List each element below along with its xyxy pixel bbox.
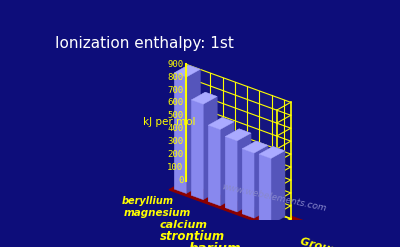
Polygon shape [259,154,271,224]
Polygon shape [191,92,217,104]
Text: 0: 0 [178,176,184,185]
Polygon shape [242,149,254,218]
Polygon shape [186,64,291,219]
Polygon shape [271,151,285,224]
Polygon shape [208,118,234,129]
Polygon shape [259,146,285,159]
Polygon shape [239,129,251,204]
Polygon shape [242,141,268,153]
Text: 800: 800 [167,73,184,82]
Polygon shape [256,141,268,210]
Polygon shape [222,118,234,198]
Text: www.webelements.com: www.webelements.com [221,182,328,213]
Text: kJ per mol: kJ per mol [142,117,195,127]
Polygon shape [188,65,200,186]
Text: magnesium: magnesium [124,208,191,218]
Text: beryllium: beryllium [122,196,174,206]
Polygon shape [203,97,217,200]
Text: 400: 400 [167,124,184,133]
Polygon shape [174,65,200,77]
Polygon shape [205,92,217,192]
Polygon shape [186,69,200,193]
Polygon shape [191,92,205,195]
Text: 100: 100 [167,163,184,172]
Polygon shape [225,137,237,212]
Text: 500: 500 [167,111,184,120]
Polygon shape [208,118,222,202]
Polygon shape [174,65,188,189]
Polygon shape [242,141,256,214]
Polygon shape [174,73,186,193]
Polygon shape [225,129,239,208]
Text: calcium: calcium [160,220,208,230]
Polygon shape [225,129,251,141]
Polygon shape [259,146,273,220]
Polygon shape [277,102,291,226]
Text: barium: barium [189,242,242,247]
Polygon shape [169,179,307,228]
Polygon shape [254,145,268,218]
Polygon shape [237,133,251,212]
Text: strontium: strontium [160,230,225,243]
Text: 900: 900 [167,60,184,69]
Text: 600: 600 [167,99,184,107]
Polygon shape [191,100,203,200]
Text: 300: 300 [167,137,184,146]
Text: Group 2: Group 2 [299,237,350,247]
Polygon shape [220,122,234,206]
Text: Ionization enthalpy: 1st: Ionization enthalpy: 1st [55,36,234,51]
Text: 700: 700 [167,85,184,95]
Text: 200: 200 [167,150,184,159]
Polygon shape [208,125,220,206]
Polygon shape [273,146,285,217]
